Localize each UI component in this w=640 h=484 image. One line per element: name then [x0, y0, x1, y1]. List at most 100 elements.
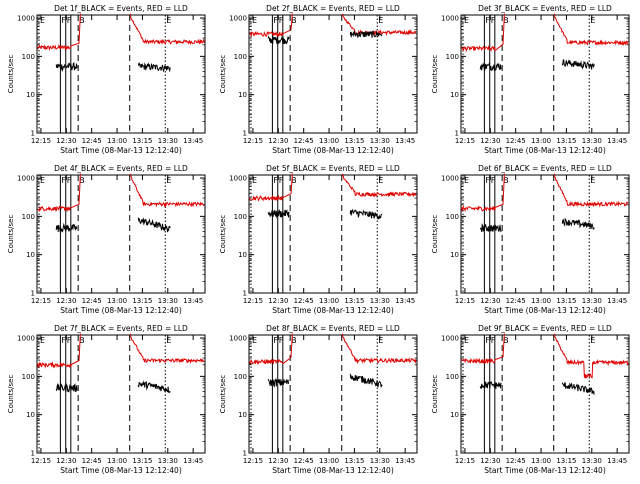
x-tick-label: 12:15	[31, 297, 51, 305]
marker-label: E	[252, 336, 257, 345]
x-axis-label: Start Time (08-Mar-13 12:12:40)	[272, 306, 394, 315]
y-tick-label: 100	[22, 373, 35, 381]
events-line-pre	[479, 62, 502, 72]
lld-line-pre	[461, 13, 505, 53]
x-tick-label: 13:00	[531, 137, 551, 145]
y-tick-label: 10	[450, 411, 459, 419]
marker-label: B	[79, 16, 85, 25]
panel-title: Det 2f_BLACK = Events, RED = LLD	[266, 4, 400, 13]
x-tick-label: 12:15	[31, 457, 51, 465]
events-line-pre	[55, 222, 78, 233]
y-tick-label: 100	[234, 53, 247, 61]
x-tick-label: 13:00	[107, 137, 127, 145]
marker-label: F	[485, 336, 490, 345]
x-tick-label: 12:15	[243, 457, 263, 465]
panel-8: Det 8f_BLACK = Events, RED = LLD 1 10 100 10…	[219, 324, 418, 475]
y-tick-label: 1	[455, 450, 459, 458]
marker-label: F	[273, 16, 278, 25]
y-tick-label: 10	[26, 251, 35, 259]
x-tick-label: 13:15	[132, 457, 152, 465]
x-tick-label: 13:00	[107, 457, 127, 465]
y-tick-label: 1000	[17, 335, 35, 343]
y-axis-label: Counts/sec	[431, 375, 439, 414]
y-tick-label: 10	[26, 91, 35, 99]
marker-label: B	[503, 336, 509, 345]
marker-label: E	[40, 336, 45, 345]
x-tick-label: 13:15	[344, 137, 364, 145]
x-tick-label: 13:15	[132, 137, 152, 145]
x-axis-label: Start Time (08-Mar-13 12:12:40)	[484, 466, 606, 475]
lld-line-post	[554, 13, 629, 47]
y-tick-label: 1	[243, 130, 247, 138]
panel-2: Det 2f_BLACK = Events, RED = LLD 1 10 100 10…	[219, 4, 418, 155]
y-tick-label: 100	[446, 373, 459, 381]
events-line-post	[349, 30, 383, 38]
panel-9: Det 9f_BLACK = Events, RED = LLD 1 10 100 10…	[431, 324, 630, 475]
marker-label: F	[279, 16, 284, 25]
events-line-pre	[479, 381, 502, 390]
y-tick-label: 1000	[441, 175, 459, 183]
y-tick-label: 1	[31, 290, 35, 298]
y-tick-label: 1	[31, 450, 35, 458]
y-tick-label: 10	[450, 91, 459, 99]
marker-label: E	[378, 16, 383, 25]
marker-label: E	[590, 336, 595, 345]
x-tick-label: 13:15	[556, 457, 576, 465]
lld-line-post	[342, 333, 417, 365]
x-tick-label: 13:00	[319, 457, 339, 465]
x-tick-label: 12:30	[56, 137, 76, 145]
marker-label: F	[67, 176, 72, 185]
events-line-pre	[267, 377, 290, 388]
panel-title: Det 4f_BLACK = Events, RED = LLD	[54, 164, 188, 173]
events-line-pre	[479, 222, 502, 233]
x-tick-label: 13:30	[582, 297, 602, 305]
x-tick-label: 13:30	[582, 137, 602, 145]
marker-label: B	[79, 336, 85, 345]
x-tick-label: 12:45	[506, 297, 526, 305]
x-tick-label: 13:45	[395, 457, 415, 465]
y-axis-label: Counts/sec	[219, 55, 227, 94]
y-axis-label: Counts/sec	[7, 55, 15, 94]
x-tick-label: 13:30	[582, 457, 602, 465]
lld-line-pre	[37, 333, 81, 369]
lld-line-pre	[37, 13, 81, 52]
lld-line-pre	[461, 333, 505, 364]
panel-title: Det 6f_BLACK = Events, RED = LLD	[478, 164, 612, 173]
x-tick-label: 13:30	[370, 137, 390, 145]
marker-label: B	[291, 176, 297, 185]
marker-label: F	[279, 176, 284, 185]
x-tick-label: 12:30	[480, 137, 500, 145]
x-tick-label: 12:30	[56, 457, 76, 465]
y-tick-label: 1000	[441, 335, 459, 343]
x-axis-label: Start Time (08-Mar-13 12:12:40)	[60, 146, 182, 155]
marker-label: F	[273, 176, 278, 185]
y-axis-label: Counts/sec	[431, 215, 439, 254]
events-line-post	[137, 61, 171, 73]
events-line-pre	[267, 35, 290, 45]
x-tick-label: 13:00	[319, 137, 339, 145]
marker-label: F	[485, 176, 490, 185]
marker-label: E	[464, 176, 469, 185]
x-tick-label: 13:30	[158, 297, 178, 305]
marker-label: F	[279, 336, 284, 345]
x-tick-label: 12:30	[268, 457, 288, 465]
lld-line-post	[342, 173, 417, 198]
marker-label: E	[166, 176, 171, 185]
marker-label: E	[590, 176, 595, 185]
panel-title: Det 1f_BLACK = Events, RED = LLD	[54, 4, 188, 13]
marker-label: B	[291, 336, 297, 345]
x-tick-label: 12:15	[243, 137, 263, 145]
panel-4: Det 4f_BLACK = Events, RED = LLD 1 10 100 10…	[7, 164, 206, 315]
y-tick-label: 10	[238, 91, 247, 99]
y-tick-label: 10	[238, 411, 247, 419]
lld-line-post	[554, 173, 629, 208]
panel-7: Det 7f_BLACK = Events, RED = LLD 1 10 100 10…	[7, 324, 206, 475]
marker-label: E	[166, 16, 171, 25]
x-axis-label: Start Time (08-Mar-13 12:12:40)	[484, 306, 606, 315]
events-line-post	[349, 208, 383, 220]
y-tick-label: 100	[446, 53, 459, 61]
y-axis-label: Counts/sec	[7, 215, 15, 254]
x-tick-label: 13:45	[395, 137, 415, 145]
y-tick-label: 1	[455, 130, 459, 138]
